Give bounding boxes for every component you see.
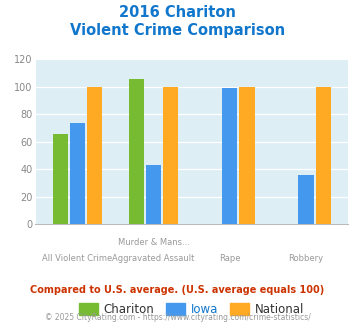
Legend: Chariton, Iowa, National: Chariton, Iowa, National [74, 298, 309, 321]
Text: Aggravated Assault: Aggravated Assault [113, 254, 195, 263]
Text: © 2025 CityRating.com - https://www.cityrating.com/crime-statistics/: © 2025 CityRating.com - https://www.city… [45, 314, 310, 322]
Text: Compared to U.S. average. (U.S. average equals 100): Compared to U.S. average. (U.S. average … [31, 285, 324, 295]
Bar [222, 88, 237, 224]
Bar [316, 87, 331, 224]
Bar [239, 87, 255, 224]
Bar [163, 87, 178, 224]
Bar [298, 175, 313, 224]
Bar [129, 79, 144, 224]
Bar [87, 87, 102, 224]
Bar [146, 165, 161, 224]
Text: Violent Crime Comparison: Violent Crime Comparison [70, 23, 285, 38]
Bar [70, 123, 85, 224]
Text: Rape: Rape [219, 254, 241, 263]
Text: 2016 Chariton: 2016 Chariton [119, 5, 236, 20]
Text: Robbery: Robbery [288, 254, 323, 263]
Bar [53, 134, 68, 224]
Text: All Violent Crime: All Violent Crime [42, 254, 113, 263]
Text: Murder & Mans...: Murder & Mans... [118, 238, 190, 247]
